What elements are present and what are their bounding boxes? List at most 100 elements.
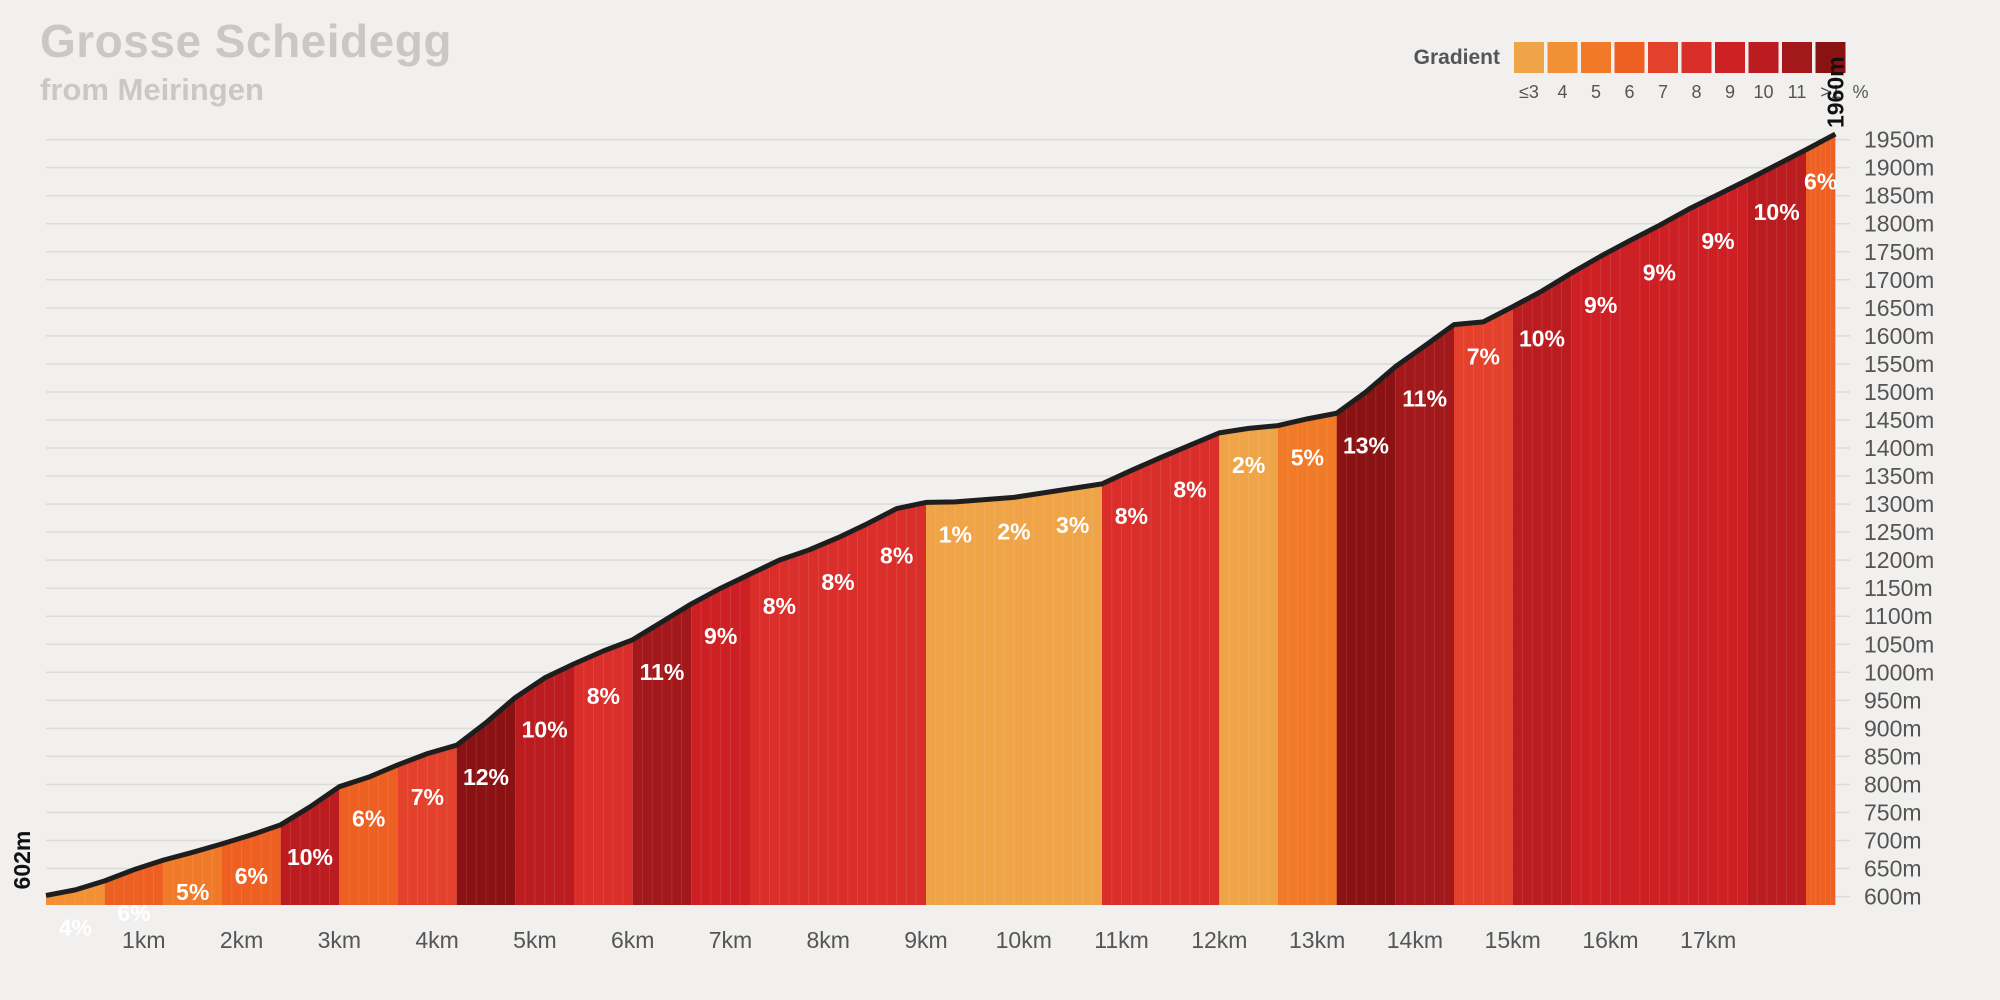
y-tick-label: 1500m (1864, 379, 1934, 405)
y-tick-label: 600m (1864, 884, 1922, 910)
gradient-segment-fill (1160, 432, 1220, 905)
x-tick-label: 16km (1582, 927, 1638, 953)
y-tick-label: 1900m (1864, 155, 1934, 181)
gradient-segment-fill (808, 523, 868, 905)
segment-gradient-label: 11% (640, 659, 685, 685)
segment-gradient-label: 6% (117, 900, 150, 926)
gradient-segment-fill (1102, 457, 1161, 905)
y-tick-label: 1800m (1864, 211, 1934, 237)
start-elevation-label: 602m (9, 831, 35, 890)
segment-gradient-label: 11% (1402, 386, 1447, 412)
legend-label: 10 (1753, 82, 1773, 102)
chart-subtitle: from Meiringen (40, 72, 264, 107)
gradient-segment-fill (1747, 149, 1806, 906)
x-tick-label: 3km (318, 927, 361, 953)
y-tick-label: 900m (1864, 715, 1922, 741)
y-tick-label: 1600m (1864, 323, 1934, 349)
gradient-segment-fill (398, 745, 457, 905)
gradient-segment-fill (1630, 209, 1689, 905)
x-tick-label: 6km (611, 927, 654, 953)
legend-label: 6 (1624, 82, 1634, 102)
profile-line-group (45, 131, 1837, 898)
gradient-segment-fill (1806, 134, 1836, 906)
gradient-segment-fill (339, 764, 398, 905)
segment-gradient-label: 2% (1232, 452, 1265, 478)
x-tick-label: 2km (220, 927, 263, 953)
y-tick-label: 700m (1864, 828, 1922, 854)
segment-gradient-label: 8% (763, 593, 796, 619)
legend-swatch (1514, 42, 1544, 73)
segment-gradient-label: 8% (821, 569, 854, 595)
segment-gradient-label: 10% (1519, 326, 1565, 352)
legend-swatch (1547, 42, 1578, 73)
gradient-segment-fill (867, 502, 926, 905)
x-tick-label: 5km (513, 927, 556, 953)
segment-gradient-label: 8% (587, 683, 620, 709)
gradient-segment-fill (1219, 425, 1278, 905)
segment-gradient-label: 1% (939, 521, 972, 547)
gradient-segment-fill (984, 492, 1044, 905)
segment-gradient-label: 2% (997, 519, 1030, 545)
legend: Gradient ≤3 4 5 6 7 8 9 10 11 >1% (1414, 42, 1869, 102)
x-tick-label: 7km (709, 927, 752, 953)
gradient-segments (46, 134, 1836, 906)
segment-gradient-label: 9% (1584, 292, 1617, 318)
x-tick-label: 8km (806, 927, 849, 953)
segment-gradient-label: 8% (1173, 477, 1206, 503)
segment-gradient-label: 5% (1291, 445, 1324, 471)
segment-gradient-label: 13% (1343, 432, 1389, 458)
gradient-segment-fill (691, 574, 750, 905)
x-tick-label: 17km (1680, 927, 1736, 953)
x-axis: 1km 2km 3km 4km 5km 6km 7km 8km 9km 10km 11km 12km 1… (122, 927, 1736, 953)
x-tick-label: 4km (415, 927, 458, 953)
end-elevation-label: 1960m (1822, 56, 1848, 128)
segment-gradient-label: 7% (411, 784, 444, 810)
gradient-segment-fill (1512, 273, 1572, 905)
x-tick-label: 14km (1387, 927, 1443, 953)
legend-label: 7 (1658, 82, 1668, 102)
y-tick-label: 650m (1864, 856, 1922, 882)
y-tick-label: 1450m (1864, 407, 1934, 433)
segment-gradient-label: 5% (176, 879, 209, 905)
legend-label: 8 (1691, 82, 1701, 102)
legend-swatch (1681, 42, 1712, 73)
y-tick-label: 1950m (1864, 127, 1934, 153)
y-tick-label: 1200m (1864, 547, 1934, 573)
segment-gradient-label: 8% (880, 543, 913, 569)
legend-label: 9 (1725, 82, 1735, 102)
legend-label: 4 (1557, 82, 1567, 102)
y-tick-label: 1000m (1864, 659, 1934, 685)
legend-label: 5 (1591, 82, 1601, 102)
gradient-segment-fill (1688, 179, 1748, 905)
gradient-segment-fill (1454, 306, 1513, 905)
y-tick-label: 1050m (1864, 631, 1934, 657)
x-tick-label: 12km (1191, 927, 1247, 953)
profile-line (45, 131, 1837, 898)
y-tick-label: 1250m (1864, 519, 1934, 545)
gradient-segment-fill (1278, 413, 1337, 905)
x-tick-label: 9km (904, 927, 947, 953)
segment-gradient-label: 12% (463, 764, 509, 790)
legend-swatch (1782, 42, 1812, 73)
gradient-segment-fill (1395, 324, 1454, 905)
legend-swatch (1648, 42, 1678, 73)
gradient-segment-fill (926, 499, 985, 905)
x-tick-label: 13km (1289, 927, 1345, 953)
segment-gradient-label: 9% (1643, 260, 1676, 286)
segment-gradient-label: 10% (522, 717, 568, 743)
segment-gradient-label: 8% (1115, 503, 1148, 529)
y-tick-label: 1350m (1864, 463, 1934, 489)
gradient-segment-fill (222, 824, 281, 905)
gradient-segment-fill (574, 639, 633, 905)
segment-gradient-label: 4% (59, 914, 92, 940)
y-tick-label: 1150m (1864, 575, 1933, 601)
gradient-segment-fill (456, 697, 516, 905)
x-tick-label: 10km (996, 927, 1052, 953)
segment-gradient-label: 9% (1701, 228, 1734, 254)
segment-gradient-label: 6% (235, 863, 268, 889)
segment-gradient-label: 3% (1056, 512, 1089, 538)
gradient-segment-fill (515, 663, 574, 905)
y-tick-label: 1650m (1864, 295, 1934, 321)
